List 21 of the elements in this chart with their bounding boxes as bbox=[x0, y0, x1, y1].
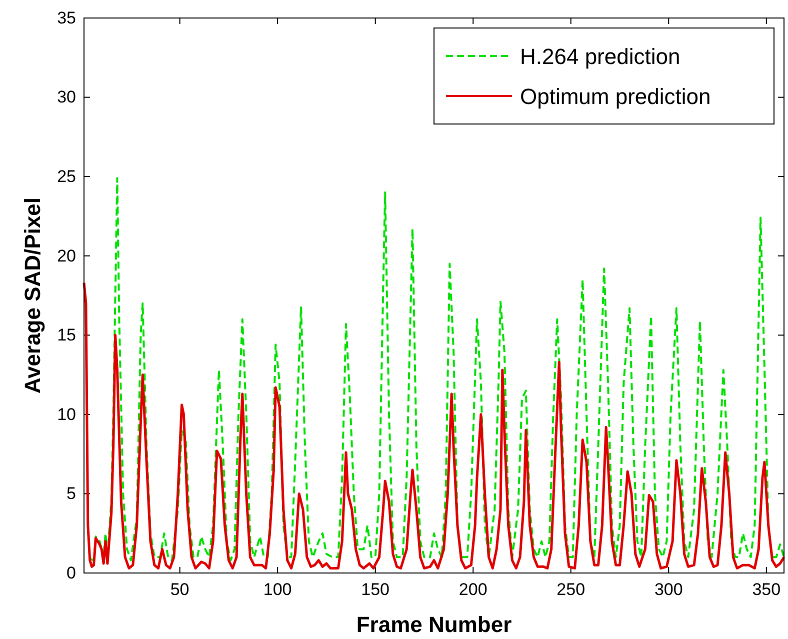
legend-label: Optimum prediction bbox=[520, 84, 711, 109]
legend-label: H.264 prediction bbox=[520, 44, 680, 69]
y-tick-label: 15 bbox=[57, 326, 76, 345]
line-series bbox=[88, 177, 785, 562]
x-tick-label: 150 bbox=[361, 580, 390, 600]
x-tick-label: 250 bbox=[556, 580, 586, 600]
y-tick-label: 10 bbox=[57, 404, 76, 424]
x-tick-label: 200 bbox=[458, 580, 488, 600]
line-series bbox=[82, 282, 786, 570]
y-tick-label: 5 bbox=[66, 484, 76, 504]
y-axis-title: Average SAD/Pixel bbox=[20, 197, 45, 394]
x-tick-label: 50 bbox=[170, 580, 190, 600]
x-tick-label: 100 bbox=[263, 580, 292, 600]
y-tick-label: 20 bbox=[57, 246, 76, 266]
y-tick-label: 0 bbox=[66, 563, 76, 582]
y-tick-label: 35 bbox=[57, 8, 76, 28]
y-tick-label: 25 bbox=[57, 167, 76, 186]
y-tick-label: 30 bbox=[57, 88, 76, 107]
x-tick-label: 350 bbox=[752, 580, 781, 600]
x-tick-label: 300 bbox=[654, 580, 683, 600]
x-axis-title: Frame Number bbox=[356, 612, 512, 637]
